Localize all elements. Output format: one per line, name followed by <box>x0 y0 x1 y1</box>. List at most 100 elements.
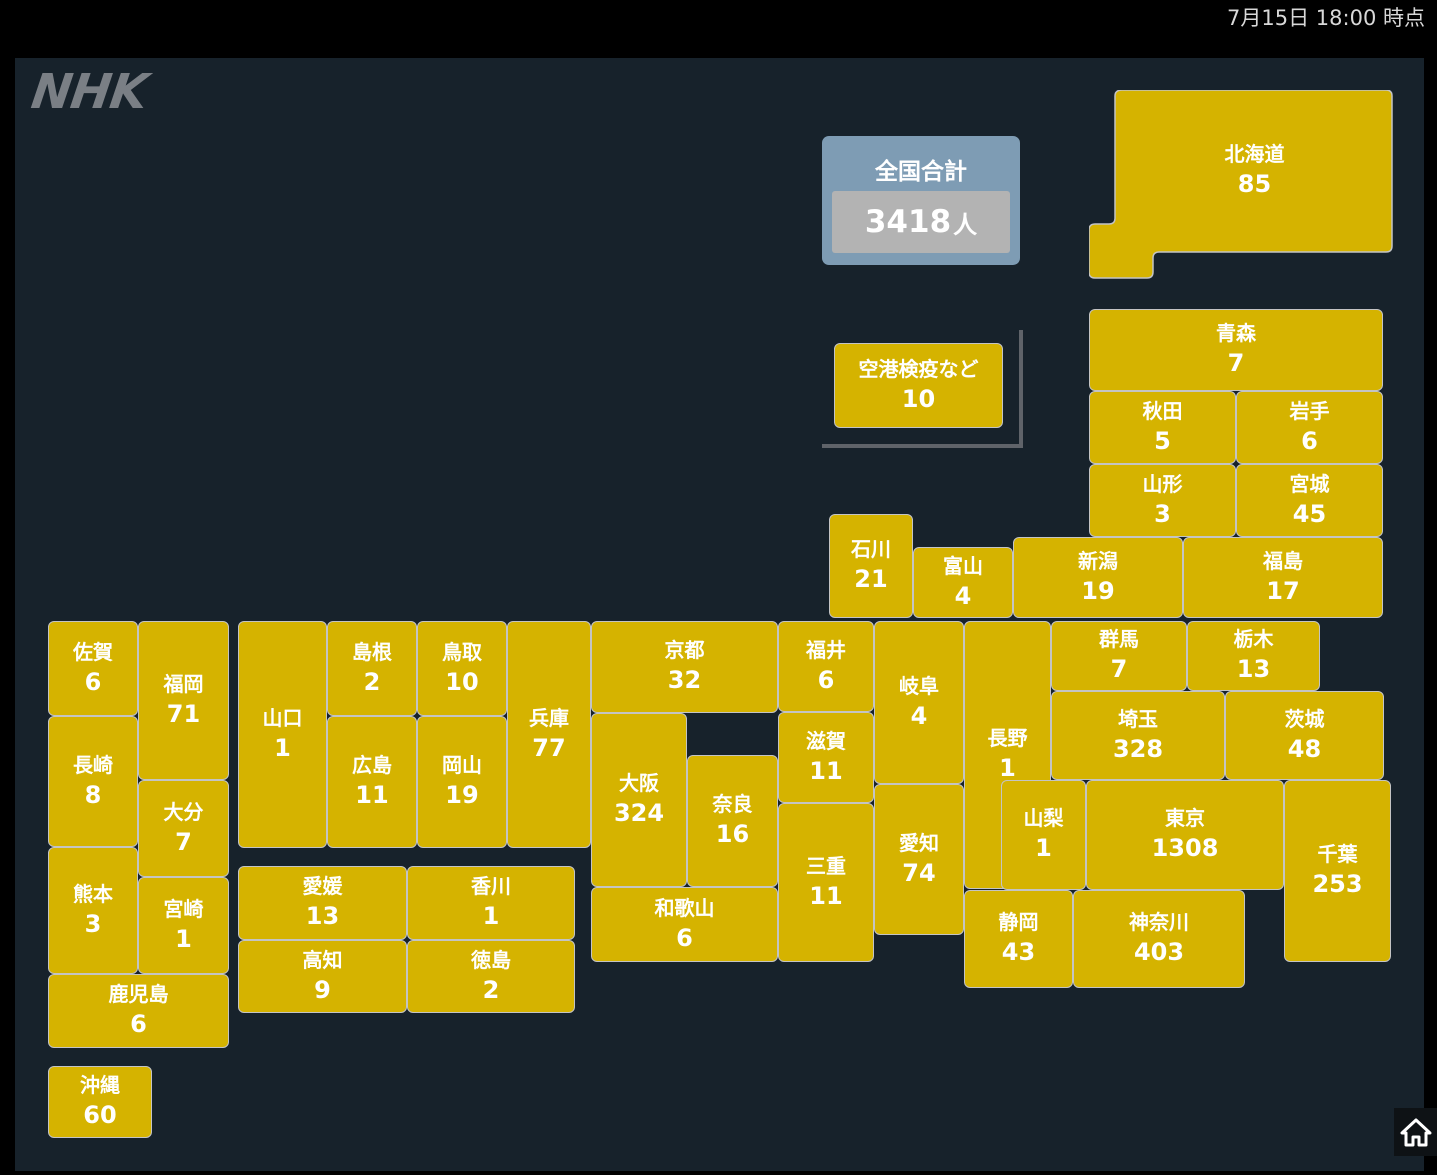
prefecture-tile[interactable]: 千葉 253 <box>1284 780 1391 962</box>
prefecture-count: 4 <box>954 581 972 610</box>
prefecture-tile[interactable]: 鹿児島 6 <box>48 974 229 1048</box>
prefecture-name: 滋賀 <box>806 728 846 753</box>
prefecture-tile[interactable]: 島根 2 <box>327 621 417 716</box>
prefecture-tile[interactable]: 宮城 45 <box>1236 464 1383 537</box>
prefecture-tile[interactable]: 群馬 7 <box>1051 621 1187 691</box>
prefecture-tile[interactable]: 岩手 6 <box>1236 391 1383 464</box>
prefecture-tile[interactable]: 佐賀 6 <box>48 621 138 716</box>
prefecture-tile[interactable]: 山梨 1 <box>1001 780 1086 890</box>
prefecture-tile[interactable]: 山形 3 <box>1089 464 1236 537</box>
prefecture-name: 奈良 <box>712 792 753 817</box>
prefecture-tile[interactable]: 沖縄 60 <box>48 1066 152 1138</box>
prefecture-tile[interactable]: 静岡 43 <box>964 890 1073 988</box>
prefecture-name: 大阪 <box>619 771 659 796</box>
prefecture-name: 宮崎 <box>163 896 204 921</box>
prefecture-count: 4 <box>910 701 928 730</box>
prefecture-name: 鳥取 <box>442 639 482 664</box>
prefecture-count: 13 <box>305 902 340 931</box>
prefecture-count: 328 <box>1112 734 1164 763</box>
prefecture-name: 和歌山 <box>654 895 715 920</box>
prefecture-name: 山口 <box>262 705 303 730</box>
prefecture-tile[interactable]: 香川 1 <box>407 866 575 940</box>
prefecture-tile[interactable]: 愛知 74 <box>874 784 964 935</box>
prefecture-tile[interactable]: 京都 32 <box>591 621 778 713</box>
prefecture-name: 愛知 <box>899 830 939 855</box>
home-button[interactable] <box>1394 1108 1437 1156</box>
prefecture-tile[interactable]: 山口 1 <box>238 621 327 848</box>
prefecture-tile[interactable]: 秋田 5 <box>1089 391 1236 464</box>
prefecture-tile[interactable]: 徳島 2 <box>407 940 575 1013</box>
prefecture-tile[interactable]: 滋賀 11 <box>778 712 874 803</box>
prefecture-name: 佐賀 <box>73 639 113 664</box>
prefecture-count: 3 <box>1154 499 1171 528</box>
prefecture-tile[interactable]: 富山 4 <box>913 547 1013 618</box>
prefecture-count: 45 <box>1292 499 1327 528</box>
prefecture-name: 鹿児島 <box>108 982 169 1007</box>
prefecture-count: 403 <box>1133 938 1185 967</box>
prefecture-name: 山梨 <box>1023 806 1064 831</box>
prefecture-count: 1 <box>999 754 1016 783</box>
prefecture-count: 7 <box>1227 349 1245 378</box>
prefecture-count: 1 <box>482 902 500 931</box>
prefecture-name: 北海道 <box>1224 142 1285 167</box>
prefecture-tile[interactable]: 新潟 19 <box>1013 537 1183 618</box>
prefecture-name: 徳島 <box>471 947 511 972</box>
prefecture-tile[interactable]: 奈良 16 <box>687 755 778 887</box>
prefecture-tile[interactable]: 福島 17 <box>1183 537 1383 618</box>
prefecture-count: 6 <box>817 665 835 694</box>
prefecture-tile[interactable]: 茨城 48 <box>1225 691 1384 780</box>
prefecture-tile[interactable]: 埼玉 328 <box>1051 691 1225 780</box>
prefecture-tile[interactable]: 大阪 324 <box>591 713 687 887</box>
prefecture-tile[interactable]: 青森 7 <box>1089 309 1383 391</box>
prefecture-tile[interactable]: 福井 6 <box>778 621 874 712</box>
prefecture-name: 大分 <box>163 799 204 824</box>
prefecture-count: 7 <box>175 827 192 856</box>
prefecture-name: 秋田 <box>1142 398 1183 423</box>
prefecture-count: 32 <box>667 666 702 695</box>
prefecture-tile[interactable]: 大分 7 <box>138 780 229 877</box>
prefecture-name: 福岡 <box>163 671 204 696</box>
prefecture-tile[interactable]: 長崎 8 <box>48 716 138 847</box>
prefecture-name: 長野 <box>987 726 1028 751</box>
prefecture-name: 東京 <box>1165 806 1205 831</box>
timestamp: 7月15日 18:00 時点 <box>1227 6 1425 30</box>
prefecture-name: 熊本 <box>73 881 113 906</box>
prefecture-name: 岐阜 <box>899 673 939 698</box>
prefecture-tile[interactable]: 岡山 19 <box>417 716 507 848</box>
prefecture-tile[interactable]: 兵庫 77 <box>507 621 591 848</box>
prefecture-count: 1 <box>175 924 192 953</box>
prefecture-tile[interactable]: 鳥取 10 <box>417 621 507 716</box>
prefecture-count: 17 <box>1266 576 1300 605</box>
prefecture-tile[interactable]: 三重 11 <box>778 803 874 962</box>
prefecture-tile[interactable]: 空港検疫など 10 <box>834 343 1003 428</box>
prefecture-tile[interactable]: 熊本 3 <box>48 847 138 974</box>
prefecture-count: 2 <box>363 667 381 696</box>
prefecture-tile[interactable]: 宮崎 1 <box>138 877 229 974</box>
prefecture-name: 長崎 <box>73 752 113 777</box>
prefecture-tile[interactable]: 東京 1308 <box>1086 780 1284 890</box>
prefecture-name: 埼玉 <box>1118 706 1158 731</box>
prefecture-tile[interactable]: 和歌山 6 <box>591 887 778 962</box>
prefecture-name: 空港検疫など <box>858 356 979 381</box>
prefecture-tile[interactable]: 石川 21 <box>829 514 913 618</box>
prefecture-name: 岩手 <box>1289 398 1330 423</box>
prefecture-tile[interactable]: 高知 9 <box>238 940 407 1013</box>
national-total-number: 3418 <box>864 204 952 240</box>
prefecture-tile[interactable]: 北海道 85 <box>1089 90 1394 282</box>
prefecture-tile[interactable]: 愛媛 13 <box>238 866 407 940</box>
prefecture-count: 48 <box>1287 734 1322 763</box>
prefecture-tile[interactable]: 福岡 71 <box>138 621 229 780</box>
prefecture-name: 青森 <box>1216 321 1256 346</box>
prefecture-name: 沖縄 <box>80 1073 120 1098</box>
prefecture-count: 6 <box>130 1010 147 1039</box>
prefecture-tile[interactable]: 栃木 13 <box>1187 621 1320 691</box>
prefecture-count: 71 <box>166 699 201 728</box>
prefecture-tile[interactable]: 岐阜 4 <box>874 621 964 784</box>
prefecture-tile[interactable]: 広島 11 <box>327 716 417 848</box>
national-total-box: 全国合計 3418 人 <box>822 136 1020 265</box>
prefecture-count: 77 <box>532 733 566 762</box>
prefecture-count: 10 <box>901 384 936 413</box>
prefecture-count: 85 <box>1237 170 1272 199</box>
prefecture-tile[interactable]: 神奈川 403 <box>1073 890 1245 988</box>
hokkaido-notch-shape <box>1089 90 1393 279</box>
